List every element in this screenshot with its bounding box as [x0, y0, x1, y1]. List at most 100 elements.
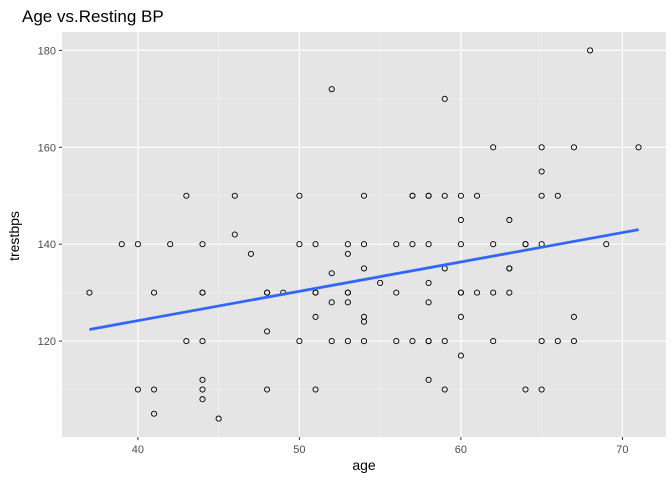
data-point: [538, 386, 545, 393]
data-point: [134, 386, 141, 393]
data-point: [570, 144, 577, 151]
data-point: [312, 313, 319, 320]
data-point: [328, 86, 335, 93]
y-tick-label: 160: [38, 142, 56, 154]
data-point: [183, 338, 190, 345]
data-point: [199, 386, 206, 393]
data-point: [457, 289, 464, 296]
data-point: [199, 338, 206, 345]
data-point: [312, 241, 319, 248]
data-point: [473, 289, 481, 296]
data-point: [538, 192, 545, 199]
data-point: [490, 289, 497, 296]
data-point: [312, 289, 319, 296]
data-point: [506, 289, 513, 296]
data-point: [264, 386, 271, 393]
data-point: [328, 338, 335, 345]
data-point: [118, 241, 125, 248]
data-point: [441, 95, 448, 102]
data-point: [360, 318, 368, 325]
data-point: [377, 279, 384, 286]
data-point: [167, 241, 174, 248]
data-point: [570, 338, 577, 345]
data-point: [506, 265, 513, 272]
data-point: [393, 338, 400, 345]
data-point: [522, 386, 529, 393]
data-point: [312, 386, 319, 393]
data-point: [425, 241, 432, 248]
data-point: [409, 338, 416, 345]
x-axis-title: age: [352, 457, 376, 473]
data-point: [247, 250, 255, 257]
data-point: [506, 216, 513, 224]
data-point: [296, 241, 303, 248]
minor-grid: [56, 32, 666, 437]
data-point: [457, 216, 464, 224]
data-point: [199, 241, 206, 248]
y-axis-title: trestbps: [6, 211, 22, 261]
data-point: [296, 338, 303, 345]
data-point: [264, 289, 271, 296]
data-point: [554, 338, 561, 345]
data-point: [635, 144, 642, 151]
data-point: [538, 144, 545, 151]
data-point: [603, 241, 610, 248]
data-point: [151, 386, 158, 393]
data-point: [86, 289, 93, 296]
trend-line: [89, 228, 639, 331]
data-point: [231, 231, 238, 238]
data-point: [344, 289, 351, 296]
data-point: [425, 376, 432, 383]
data-point: [490, 144, 497, 151]
data-point: [360, 192, 368, 199]
data-point: [215, 415, 222, 422]
data-point: [231, 192, 238, 199]
x-tick-label: 50: [293, 444, 305, 456]
y-tick-label: 120: [38, 336, 56, 348]
data-point: [538, 168, 545, 175]
data-point: [570, 313, 577, 320]
data-point: [490, 241, 497, 248]
data-point: [393, 241, 400, 248]
data-point: [151, 410, 158, 417]
data-point: [360, 241, 368, 248]
data-point: [328, 299, 335, 306]
data-point: [344, 241, 351, 248]
data-point: [344, 299, 351, 306]
data-point: [409, 241, 416, 248]
data-point: [344, 250, 351, 257]
data-point: [457, 241, 464, 248]
data-point: [199, 396, 206, 403]
x-tick-label: 40: [132, 444, 144, 456]
data-point: [183, 192, 190, 199]
data-points: [86, 47, 642, 422]
data-point: [296, 192, 303, 199]
data-point: [425, 279, 432, 286]
data-point: [425, 192, 432, 199]
chart-title: Age vs.Resting BP: [22, 7, 164, 26]
data-point: [344, 338, 351, 345]
data-point: [457, 192, 464, 199]
data-point: [328, 270, 335, 277]
data-point: [441, 192, 448, 199]
data-point: [538, 338, 545, 345]
data-point: [441, 338, 448, 345]
data-point: [360, 265, 368, 272]
data-point: [393, 289, 400, 296]
plot-panel: [62, 32, 666, 437]
data-point: [457, 313, 464, 320]
data-point: [587, 47, 594, 54]
data-point: [473, 192, 481, 199]
data-point: [425, 338, 432, 345]
y-tick-label: 180: [38, 45, 56, 57]
data-point: [151, 289, 158, 296]
y-axis-ticks: 120 140 160 180: [38, 45, 62, 348]
data-point: [554, 192, 561, 199]
data-point: [457, 352, 464, 359]
x-tick-label: 60: [455, 444, 467, 456]
data-point: [360, 338, 368, 345]
data-point: [409, 192, 416, 199]
y-tick-label: 140: [38, 239, 56, 251]
data-point: [264, 328, 271, 335]
